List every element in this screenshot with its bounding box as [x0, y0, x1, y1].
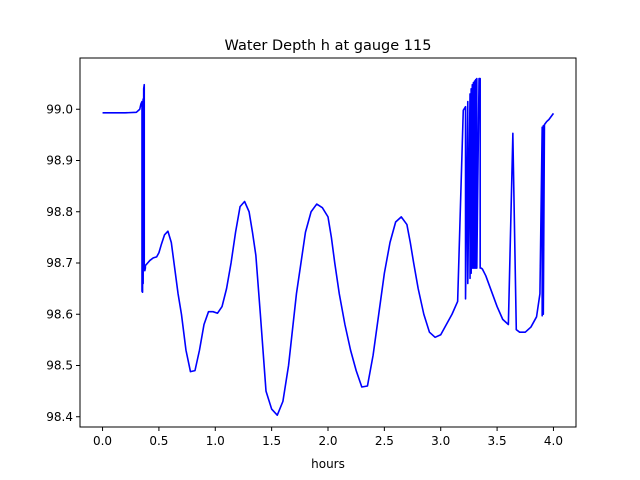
series-line-0	[102, 77, 555, 417]
x-tick-label: 2.5	[375, 434, 394, 448]
plot-area	[102, 77, 555, 417]
y-tick-label: 98.5	[46, 359, 73, 373]
x-tick-label: 2.0	[318, 434, 337, 448]
x-tick-label: 4.0	[544, 434, 563, 448]
axes-frame	[79, 57, 577, 428]
x-tick-label: 1.5	[262, 434, 281, 448]
x-tick-label: 3.0	[431, 434, 450, 448]
y-tick-label: 98.7	[46, 256, 73, 270]
x-axis: 0.0 0.5 1.0 1.5 2.0 2.5 3.0 3.5 4.0	[93, 427, 563, 448]
y-tick-label: 99.0	[46, 102, 73, 116]
x-tick-label: 0.5	[149, 434, 168, 448]
x-tick-label: 0.0	[93, 434, 112, 448]
y-tick-label: 98.8	[46, 205, 73, 219]
chart-title: Water Depth h at gauge 115	[225, 38, 432, 54]
y-tick-label: 98.4	[46, 410, 73, 424]
y-tick-label: 98.6	[46, 307, 73, 321]
x-axis-label: hours	[311, 457, 345, 471]
x-tick-label: 3.5	[488, 434, 507, 448]
y-tick-label: 98.9	[46, 154, 73, 168]
y-axis: 98.4 98.5 98.6 98.7 98.8 98.9 99.0	[46, 102, 80, 424]
x-tick-label: 1.0	[206, 434, 225, 448]
